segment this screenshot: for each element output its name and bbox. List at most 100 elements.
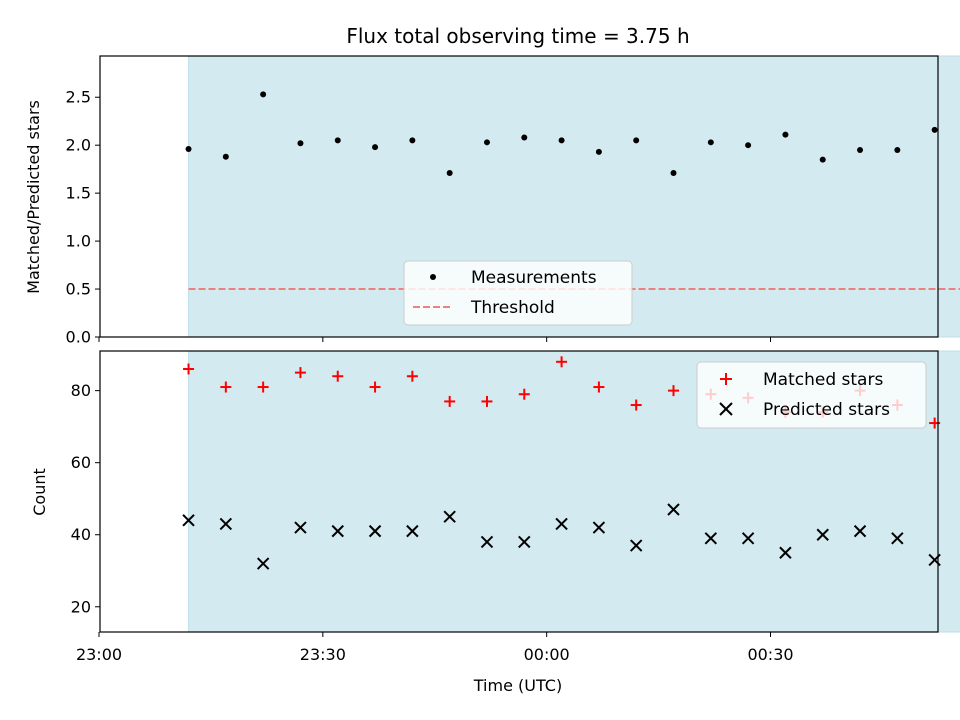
predicted-star-point [182, 514, 195, 527]
legend-measurements-label: Measurements [471, 268, 597, 288]
predicted-star-point [741, 532, 755, 545]
predicted-star-point [294, 521, 307, 534]
matched-star-point [257, 381, 269, 393]
measurement-point [222, 153, 229, 160]
predicted-star-stroke [406, 524, 419, 538]
predicted-star-point [779, 546, 792, 559]
legend-matched-label: Matched stars [763, 370, 883, 390]
measurement-point [595, 148, 602, 155]
matched-star-point [332, 370, 344, 382]
predicted-star-point [331, 524, 344, 538]
measurement-point [633, 137, 640, 144]
bottom-y-tick-label: 80 [71, 381, 91, 400]
matched-star-point [220, 381, 232, 393]
legend-predicted-label: Predicted stars [763, 400, 890, 420]
measurement-point [670, 170, 677, 177]
matched-star-point [630, 399, 642, 411]
top-y-tick-label: 2.0 [66, 136, 91, 155]
top-y-tick-label: 1.5 [66, 184, 91, 203]
measurement-point [185, 146, 192, 153]
top-y-tick-label: 1.0 [66, 232, 91, 251]
measurement-point [894, 146, 901, 153]
measurement-point [297, 140, 304, 147]
bottom-legend: Matched stars Predicted stars [696, 361, 927, 429]
measurement-point [521, 134, 528, 141]
predicted-star-stroke [555, 517, 568, 531]
top-legend-box [403, 260, 633, 326]
predicted-star-stroke [779, 546, 792, 559]
predicted-star-stroke [816, 528, 829, 541]
matched-star-point [556, 356, 568, 368]
matched-star-point [406, 370, 418, 382]
measurement-point [782, 131, 789, 138]
predicted-star-point [704, 532, 718, 545]
predicted-star-point [853, 524, 867, 538]
legend-measurements-marker [430, 274, 436, 280]
bottom-y-tick-label: 60 [71, 453, 91, 472]
x-axis-label: Time (UTC) [473, 676, 562, 695]
measurement-point [334, 137, 341, 144]
predicted-star-point [592, 521, 606, 534]
chart-title: Flux total observing time = 3.75 h [346, 24, 689, 48]
predicted-star-point [555, 517, 568, 531]
top-panel: 0.0 0.5 1.0 1.5 2.0 2.5 Matched/Predicted sta… [24, 55, 960, 347]
measurement-point [857, 146, 864, 153]
predicted-star-point [443, 510, 456, 523]
measurement-point [483, 139, 490, 146]
matched-star-point [444, 395, 456, 407]
matched-star-point [668, 385, 680, 397]
predicted-star-stroke [629, 539, 643, 552]
top-y-tick-label: 2.5 [66, 88, 91, 107]
predicted-star-stroke [518, 535, 531, 549]
bottom-y-axis-label: Count [30, 468, 49, 516]
measurement-point [931, 126, 938, 133]
predicted-star-point [667, 503, 680, 516]
predicted-star-point [368, 524, 382, 538]
predicted-star-point [518, 535, 531, 549]
predicted-star-point [256, 557, 270, 570]
matched-star-point [183, 363, 195, 375]
predicted-star-point [891, 532, 904, 545]
measurement-point [707, 139, 714, 146]
predicted-star-stroke [368, 524, 382, 538]
predicted-star-stroke [219, 517, 233, 531]
legend-matched-marker [720, 373, 732, 385]
bottom-legend-box [696, 361, 927, 429]
measurement-point [260, 91, 267, 98]
measurement-point [372, 144, 379, 151]
predicted-star-point [406, 524, 419, 538]
matched-star-point [481, 395, 493, 407]
x-tick-label: 00:00 [524, 645, 570, 664]
matched-star-point [369, 381, 381, 393]
predicted-star-stroke [331, 524, 344, 538]
measurement-point [819, 156, 826, 163]
predicted-star-stroke [741, 532, 755, 545]
predicted-star-stroke [294, 521, 307, 534]
matched-star-point [593, 381, 605, 393]
measurement-point [409, 137, 416, 144]
predicted-star-point [816, 528, 829, 541]
measurement-point [745, 142, 752, 149]
x-tick-label: 23:00 [76, 645, 122, 664]
predicted-star-stroke [480, 535, 494, 549]
matched-star-point [294, 367, 306, 379]
predicted-star-stroke [182, 514, 195, 527]
predicted-star-stroke [853, 524, 867, 538]
bottom-y-tick-label: 20 [71, 597, 91, 616]
legend-threshold-label: Threshold [470, 298, 555, 318]
predicted-star-stroke [704, 532, 718, 545]
legend-predicted-marker [719, 402, 733, 416]
bottom-axes-frame [99, 350, 939, 633]
predicted-star-stroke [592, 521, 606, 534]
top-y-axis-label: Matched/Predicted stars [24, 100, 43, 294]
x-tick-label: 23:30 [300, 645, 346, 664]
predicted-star-stroke [667, 503, 680, 516]
matched-star-point [518, 388, 530, 400]
predicted-star-stroke [256, 557, 270, 570]
predicted-star-point [480, 535, 494, 549]
top-y-tick-label: 0.5 [66, 280, 91, 299]
measurement-point [558, 137, 565, 144]
top-legend: Measurements Threshold [403, 260, 633, 326]
